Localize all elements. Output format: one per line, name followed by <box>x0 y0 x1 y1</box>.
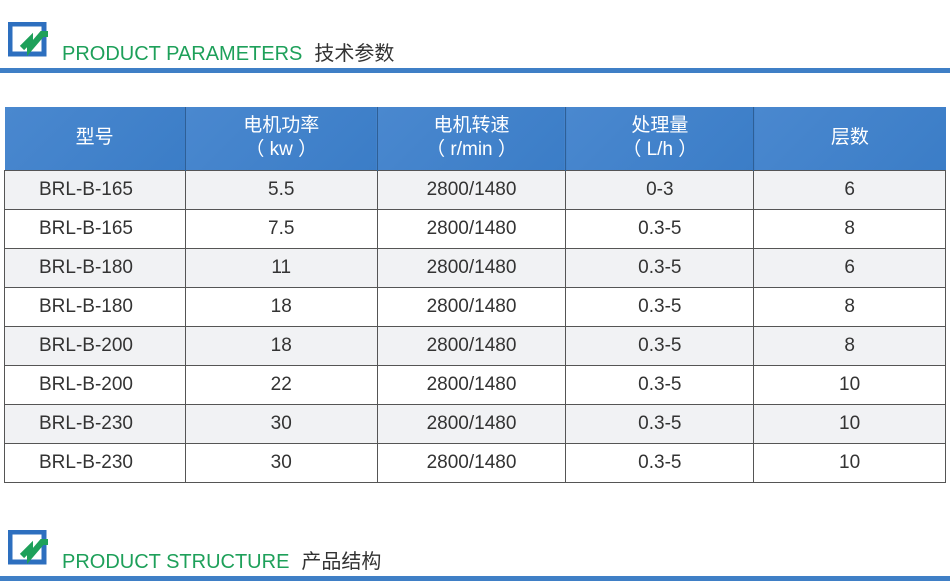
header-label: 电机转速 <box>433 115 510 137</box>
header-unit: （ L/h ） <box>622 139 698 161</box>
section-title-en: PRODUCT PARAMETERS <box>62 43 303 65</box>
table-cell: 2800/1480 <box>376 208 567 249</box>
header-label: 型号 <box>75 127 114 149</box>
table-cell: 2800/1480 <box>376 169 567 210</box>
header-unit: （ r/min ） <box>426 139 517 161</box>
table-cell: 2800/1480 <box>376 403 567 444</box>
table-cell: 2800/1480 <box>376 247 567 288</box>
table-cell: 0.3-5 <box>565 325 755 366</box>
table-cell: 10 <box>753 364 946 405</box>
table-cell: 5.5 <box>184 169 378 210</box>
column-header: 型号 <box>4 107 186 170</box>
section-header-structure: PRODUCT STRUCTURE 产品结构 <box>0 520 950 581</box>
header-label: 层数 <box>830 127 869 149</box>
table-cell: 8 <box>753 325 946 366</box>
table-cell: BRL-B-180 <box>4 286 186 327</box>
table-row: BRL-B-200 22 2800/1480 0.3-5 10 <box>4 364 946 405</box>
table-row: BRL-B-180 11 2800/1480 0.3-5 6 <box>4 247 946 288</box>
table-cell: BRL-B-180 <box>4 247 186 288</box>
table-cell: 10 <box>753 403 946 444</box>
table-row: BRL-B-165 7.5 2800/1480 0.3-5 8 <box>4 208 946 249</box>
table-cell: BRL-B-200 <box>4 325 186 366</box>
table-cell: 7.5 <box>184 208 378 249</box>
table-row: BRL-B-165 5.5 2800/1480 0-3 6 <box>4 169 946 210</box>
table-cell: 0.3-5 <box>565 403 755 444</box>
company-logo-icon <box>8 530 48 565</box>
parameters-table: 型号 电机功率（ kw ）电机转速（ r/min ）处理量（ L/h ）层数 BR… <box>4 107 946 483</box>
table-cell: 10 <box>753 442 946 483</box>
table-cell: 6 <box>753 247 946 288</box>
header-label: 处理量 <box>631 115 689 137</box>
table-cell: 30 <box>184 403 378 444</box>
divider <box>0 576 950 581</box>
table-cell: 18 <box>184 286 378 327</box>
table-row: BRL-B-200 18 2800/1480 0.3-5 8 <box>4 325 946 366</box>
section-header-parameters: PRODUCT PARAMETERS 技术参数 <box>0 12 950 73</box>
table-cell: 8 <box>753 208 946 249</box>
header-label: 电机功率 <box>243 115 320 137</box>
column-header: 电机转速（ r/min ） <box>377 107 567 170</box>
table-row: BRL-B-230 30 2800/1480 0.3-5 10 <box>4 403 946 444</box>
table-cell: 0.3-5 <box>565 364 755 405</box>
company-logo-icon <box>8 22 48 57</box>
table-cell: BRL-B-230 <box>4 403 186 444</box>
table-cell: 0-3 <box>565 169 755 210</box>
table-cell: BRL-B-165 <box>4 169 186 210</box>
column-header: 层数 <box>753 107 946 170</box>
table-cell: 0.3-5 <box>565 442 755 483</box>
table-cell: 18 <box>184 325 378 366</box>
table-cell: BRL-B-200 <box>4 364 186 405</box>
table-cell: 2800/1480 <box>376 442 567 483</box>
table-cell: 2800/1480 <box>376 325 567 366</box>
table-cell: 2800/1480 <box>376 286 567 327</box>
table-cell: 8 <box>753 286 946 327</box>
table-cell: 2800/1480 <box>376 364 567 405</box>
header-unit: （ kw ） <box>245 139 318 161</box>
section-title-cn: 技术参数 <box>314 43 395 65</box>
table-row: BRL-B-180 18 2800/1480 0.3-5 8 <box>4 286 946 327</box>
table-row: BRL-B-230 30 2800/1480 0.3-5 10 <box>4 442 946 483</box>
table-cell: 11 <box>184 247 378 288</box>
section-title-en: PRODUCT STRUCTURE <box>62 551 290 573</box>
section-title-cn: 产品结构 <box>301 551 382 573</box>
table-cell: 30 <box>184 442 378 483</box>
table-cell: 6 <box>753 169 946 210</box>
table-cell: BRL-B-230 <box>4 442 186 483</box>
divider <box>0 68 950 73</box>
column-header: 处理量（ L/h ） <box>565 107 755 170</box>
table-cell: 22 <box>184 364 378 405</box>
table-cell: 0.3-5 <box>565 247 755 288</box>
column-header: 电机功率（ kw ） <box>185 107 378 170</box>
table-cell: BRL-B-165 <box>4 208 186 249</box>
table-cell: 0.3-5 <box>565 208 755 249</box>
table-cell: 0.3-5 <box>565 286 755 327</box>
